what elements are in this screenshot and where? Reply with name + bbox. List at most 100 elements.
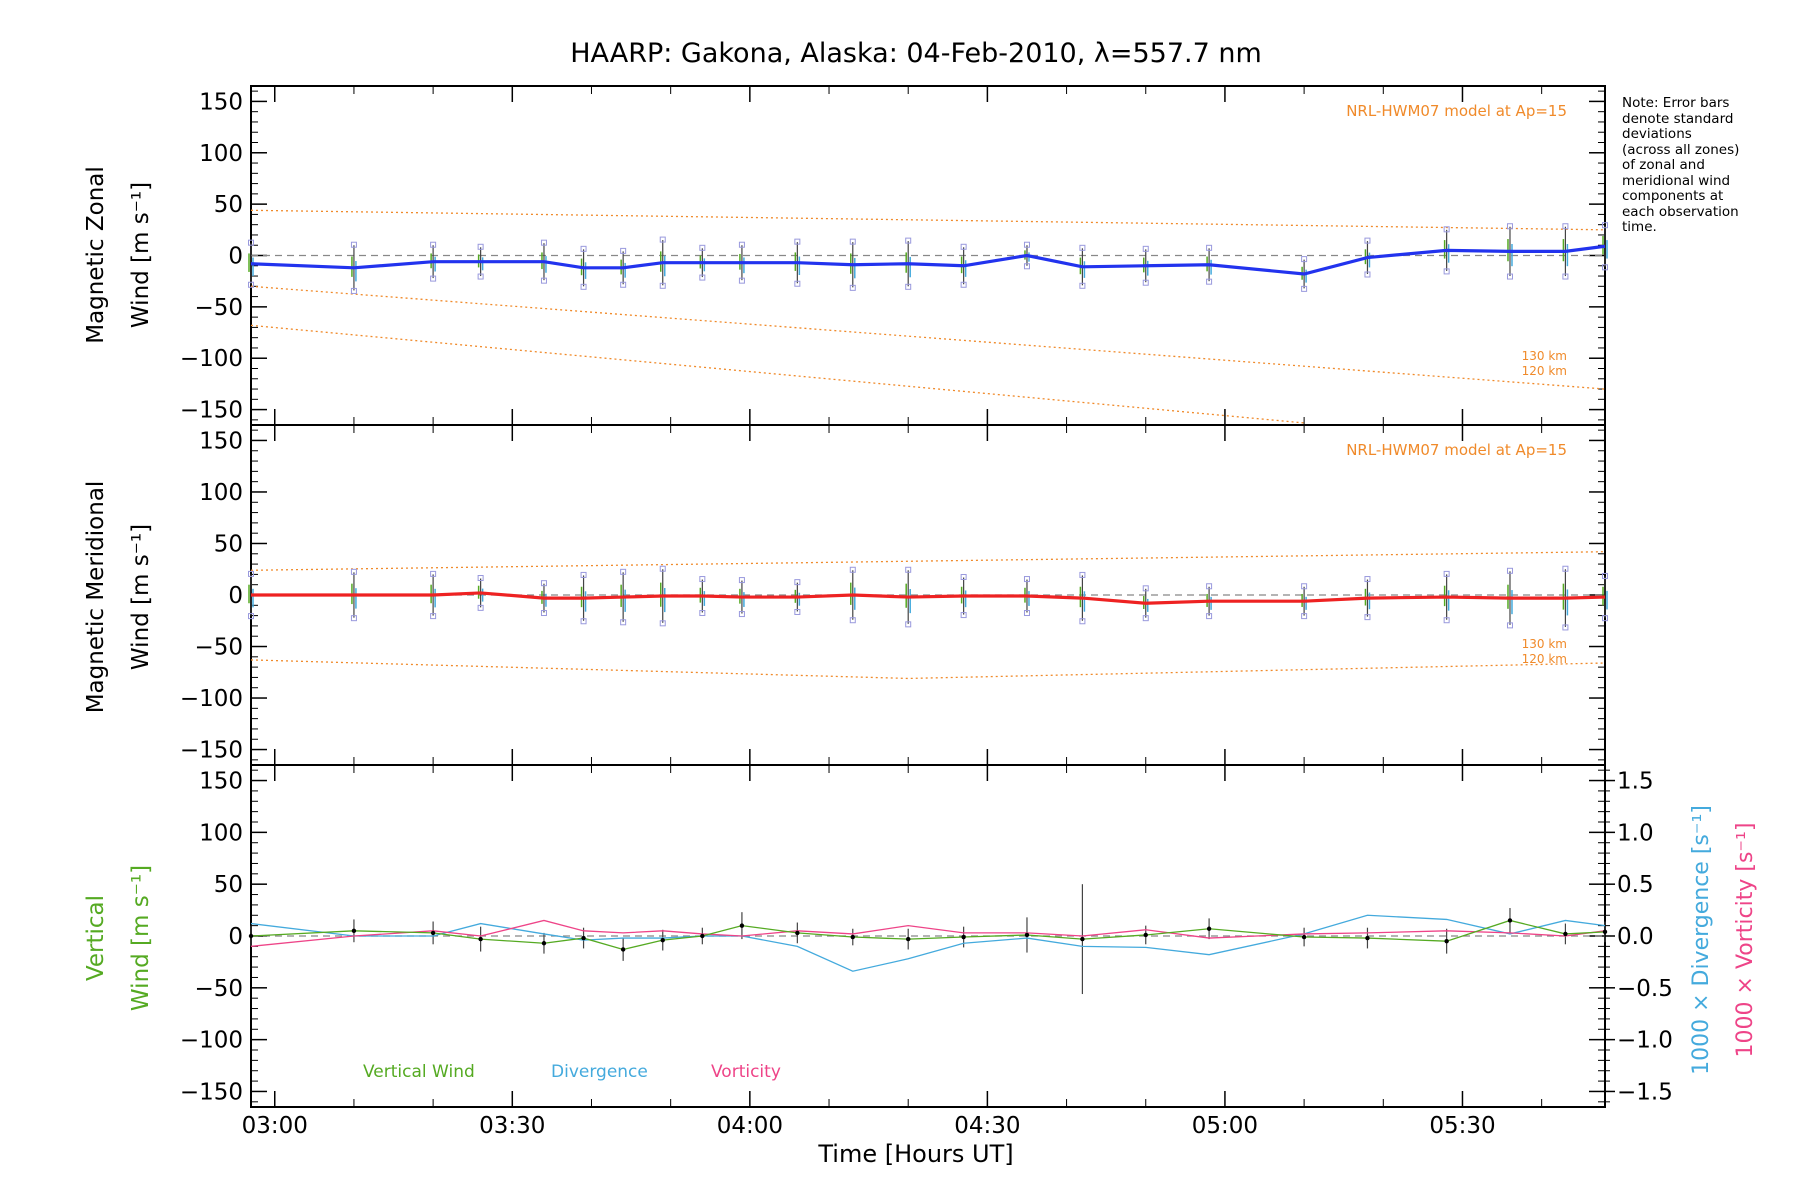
zone-marker [794, 280, 801, 287]
y-tick-label: 100 [199, 480, 243, 506]
zone-marker [794, 608, 801, 615]
vertical-wind-point [478, 936, 483, 942]
zone-marker [738, 277, 745, 284]
vertical-wind-point [1365, 935, 1370, 941]
vorticity-ylabel: 1000 × Vorticity [s⁻¹] [1733, 823, 1758, 1058]
y-tick-label: −50 [194, 976, 243, 1002]
zone-marker [1562, 273, 1569, 280]
y-tick-label: −100 [180, 686, 243, 712]
zone-marker [1206, 278, 1213, 285]
zone-marker [738, 241, 745, 248]
zone-marker [1301, 256, 1308, 263]
zone-marker [1364, 576, 1371, 583]
y-tick-label: 0 [228, 924, 243, 950]
model-line [250, 551, 1606, 571]
right-y-tick-label: 0.0 [1617, 924, 1654, 950]
vertical-wind-point [430, 930, 436, 936]
note-line: meridional wind [1622, 172, 1731, 189]
y-tick-label: 100 [199, 820, 243, 846]
zone-marker [1142, 245, 1149, 252]
error-bar-note: Note: Error bars denote standard deviati… [1622, 95, 1794, 236]
zone-marker [620, 568, 627, 575]
zone-marker [1506, 273, 1513, 280]
meridional-wind-line [251, 591, 1606, 605]
right-y-tick-label: −1.0 [1617, 1028, 1673, 1054]
zone-marker [540, 610, 547, 617]
zone-marker [1443, 226, 1450, 233]
y-tick-label: −100 [180, 1028, 243, 1054]
vertical-wind-point [1602, 929, 1608, 935]
vertical-wind-point [1024, 932, 1030, 938]
zone-marker [1142, 615, 1149, 622]
zone-marker [1562, 223, 1569, 230]
zone-marker [477, 273, 484, 280]
zone-marker [849, 617, 856, 624]
vertical-wind-point [795, 930, 800, 936]
zone-marker [1142, 279, 1149, 286]
note-line: deviations [1622, 126, 1692, 142]
zone-marker [1443, 268, 1450, 275]
zone-marker [905, 621, 912, 628]
zone-marker [248, 239, 254, 246]
zone-marker [1506, 223, 1513, 230]
zone-marker [1079, 618, 1086, 625]
x-tick-label: 05:30 [1429, 1113, 1495, 1139]
vertical-wind-point [906, 936, 911, 942]
y-tick-label: −50 [194, 635, 243, 661]
zone-marker [1206, 613, 1213, 620]
model-line [250, 324, 1305, 424]
zone-marker [1023, 610, 1030, 617]
vertical-wind-point [1301, 934, 1307, 940]
vertical-wind-point [961, 934, 966, 940]
x-tick-label: 04:00 [717, 1113, 783, 1139]
y-tick-label: 100 [199, 141, 243, 167]
zone-marker [960, 281, 967, 288]
y-tick-label: 150 [199, 769, 243, 795]
vorticity-line [250, 919, 1606, 948]
zone-marker [1443, 617, 1450, 624]
zone-marker [1079, 282, 1086, 289]
zonal-ylabel-line1: Magnetic Zonal [83, 166, 109, 344]
y-tick-label: −150 [180, 1079, 243, 1105]
note-line: (across all zones) [1622, 141, 1740, 158]
zone-marker [248, 613, 254, 620]
zone-marker [350, 568, 357, 575]
zone-marker [248, 281, 254, 288]
y-tick-label: 150 [199, 89, 243, 115]
zone-marker [620, 619, 627, 626]
zone-marker [248, 570, 254, 577]
zone-marker [659, 620, 666, 627]
y-tick-label: −150 [180, 738, 243, 764]
vertical-wind-point [700, 933, 705, 939]
x-tick-label: 05:00 [1192, 1113, 1258, 1139]
note-line: time. [1622, 219, 1657, 235]
zone-marker [580, 245, 587, 252]
vertical-wind-point [660, 937, 665, 943]
zone-marker [540, 239, 547, 246]
zone-marker [350, 287, 357, 294]
right-y-tick-label: 0.5 [1617, 872, 1654, 898]
vertical-wind-point [1563, 931, 1568, 937]
model-alt-label: 130 km [1522, 637, 1567, 651]
legend-vorticity: Vorticity [711, 1062, 781, 1082]
zone-marker [905, 566, 912, 573]
y-tick-label: 50 [214, 531, 243, 557]
zone-marker [580, 618, 587, 625]
zone-marker [1602, 222, 1608, 229]
right-y-tick-label: 1.5 [1617, 769, 1654, 795]
zone-marker [1301, 613, 1308, 620]
zone-marker [430, 570, 437, 577]
note-line: denote standard [1622, 110, 1734, 127]
vertical-wind-point [1143, 932, 1148, 938]
zone-marker [477, 604, 484, 611]
zone-marker [477, 575, 484, 582]
vertical-wind-line [250, 919, 1606, 951]
right-y-tick-label: 1.0 [1617, 820, 1654, 846]
zone-marker [1506, 622, 1513, 629]
note-line: of zonal and [1622, 157, 1705, 173]
model-line [250, 285, 1606, 390]
model-alt-label: 120 km [1522, 652, 1567, 666]
zone-marker [350, 241, 357, 248]
zone-marker [659, 565, 666, 572]
model-label: NRL-HWM07 model at Ap=15 [1346, 102, 1567, 120]
